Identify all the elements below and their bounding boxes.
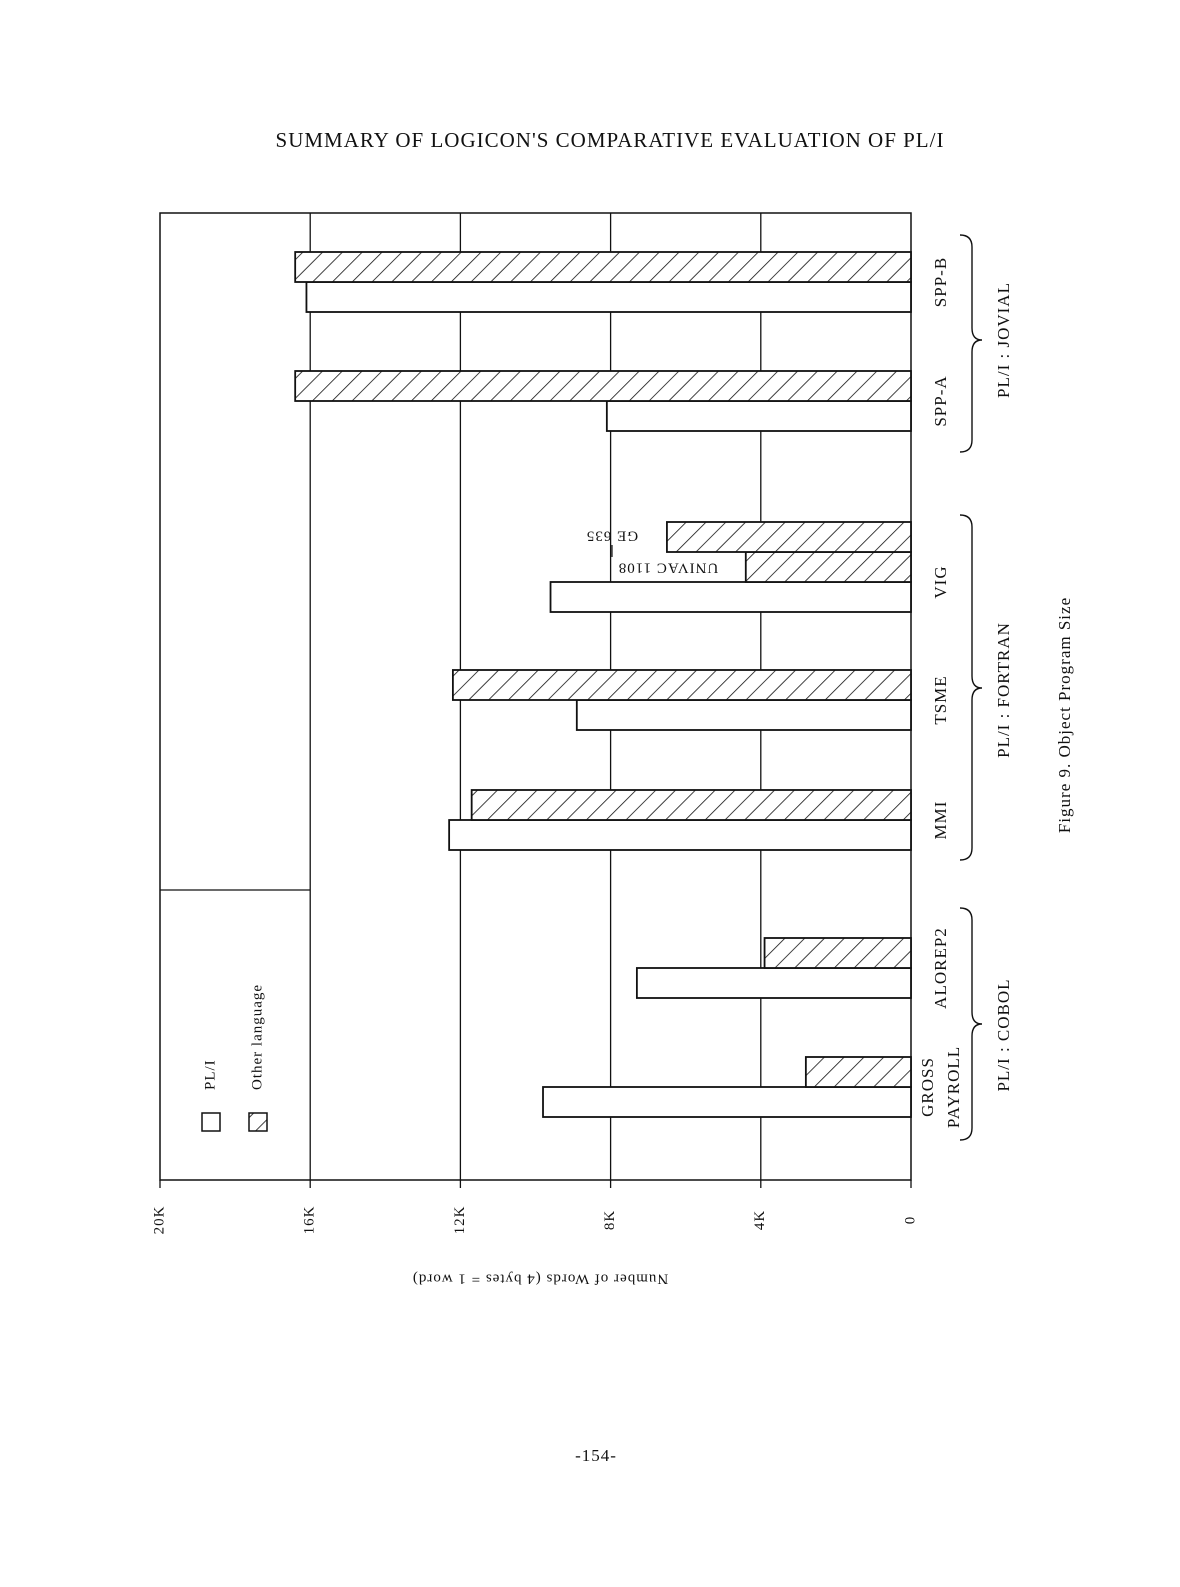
page-number: -154-: [575, 1446, 617, 1465]
group-label: PL/I : COBOL: [994, 978, 1013, 1091]
category-label: MMI: [931, 801, 950, 840]
bar: [448, 819, 912, 851]
bar: [305, 281, 912, 313]
bar: [294, 370, 912, 402]
category-label-line: GROSS: [918, 1057, 937, 1117]
tick-label: 16K: [302, 1206, 318, 1235]
bar: [470, 789, 912, 821]
page-title: SUMMARY OF LOGICON'S COMPARATIVE EVALUAT…: [276, 128, 945, 152]
category-label: VIG: [931, 565, 950, 598]
bar: [575, 699, 912, 731]
bar: [605, 400, 912, 432]
bar: [804, 1056, 912, 1088]
bar: [294, 251, 912, 283]
category-label: SPP-A: [931, 375, 950, 426]
bar: [542, 1086, 912, 1118]
category-label: GROSS PAYROLL: [918, 1046, 963, 1128]
category-label: TSME: [931, 675, 950, 724]
legend-swatch: [248, 1112, 268, 1132]
axis-title: Number of Words (4 bytes = 1 word): [412, 1271, 668, 1287]
tick-label: 12K: [452, 1206, 468, 1235]
bar: [635, 967, 912, 999]
brace: [959, 514, 983, 861]
legend-label: PL/I: [202, 1059, 218, 1090]
tick-label: 8K: [602, 1210, 618, 1230]
legend-swatch: [201, 1112, 221, 1132]
category-label: SPP-B: [931, 257, 950, 307]
brace: [959, 907, 983, 1141]
annotation: GE 635: [586, 528, 638, 544]
bar: [763, 937, 912, 969]
tick-label: 4K: [752, 1210, 768, 1230]
annotation: UNIVAC 1108: [618, 560, 719, 576]
group-label: PL/I : FORTRAN: [994, 622, 1013, 758]
tick-label: 0: [902, 1216, 918, 1225]
bar: [549, 581, 912, 613]
bar: [744, 551, 912, 583]
tick-label: 20K: [151, 1206, 167, 1235]
legend-label: Other language: [249, 984, 265, 1090]
group-braces: [959, 234, 983, 1141]
category-label: ALOREP2: [931, 927, 950, 1009]
category-label-line: PAYROLL: [944, 1046, 963, 1128]
bar: [451, 669, 912, 701]
brace: [959, 234, 983, 453]
bar: [666, 521, 912, 553]
group-label: PL/I : JOVIAL: [994, 282, 1013, 398]
figure-caption: Figure 9. Object Program Size: [1055, 597, 1074, 833]
